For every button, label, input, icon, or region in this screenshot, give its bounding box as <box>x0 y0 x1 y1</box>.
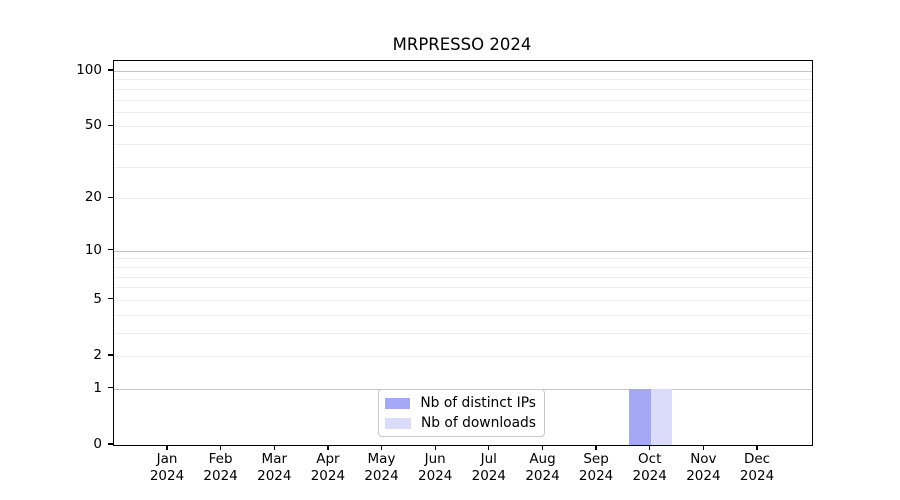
x-tick-mark <box>595 445 597 451</box>
y-gridline-minor <box>114 166 812 168</box>
x-tick-label-aug: Aug 2024 <box>525 451 560 484</box>
x-tick-mark <box>380 445 383 451</box>
y-tick-mark <box>108 196 113 198</box>
x-tick-label-jan: Jan 2024 <box>149 451 185 484</box>
y-tick-label: 20 <box>84 189 102 206</box>
legend-label-downloads: Nb of downloads <box>420 415 536 431</box>
y-gridline-minor <box>114 99 812 101</box>
y-gridline-major <box>114 250 812 252</box>
y-gridline-minor <box>114 332 812 334</box>
x-tick-label-jun: Jun 2024 <box>418 451 453 484</box>
y-gridline-minor <box>114 198 812 200</box>
y-gridline-minor <box>114 276 812 278</box>
bar-nb-of-distinct-ips <box>629 388 651 445</box>
y-tick-mark <box>108 387 113 389</box>
legend-label-distinct-ips: Nb of distinct IPs <box>420 395 536 411</box>
x-tick-mark <box>327 445 329 451</box>
x-tick-label-dec: Dec 2024 <box>739 451 775 484</box>
x-tick-label-apr: Apr 2024 <box>310 451 346 484</box>
x-tick-mark <box>166 445 168 451</box>
y-gridline-minor <box>114 356 812 357</box>
x-tick-label-jul: Jul 2024 <box>471 451 506 484</box>
x-tick-label-sep: Sep 2024 <box>578 451 614 484</box>
x-tick-mark <box>273 445 275 451</box>
legend-item-distinct-ips: Nb of distinct IPs <box>385 395 536 411</box>
y-tick-mark <box>108 69 113 71</box>
y-gridline-minor <box>114 79 812 81</box>
y-gridline-minor <box>114 314 812 316</box>
x-tick-label-nov: Nov 2024 <box>686 451 721 484</box>
x-tick-mark <box>702 445 705 451</box>
legend-item-downloads: Nb of downloads <box>385 415 536 431</box>
y-tick-label: 10 <box>84 241 102 258</box>
x-tick-label-feb: Feb 2024 <box>203 451 238 484</box>
y-gridline-minor <box>114 266 812 268</box>
y-gridline-minor <box>114 126 812 128</box>
y-gridline-minor <box>114 258 812 260</box>
chart-title: MRPRESSO 2024 <box>392 35 532 54</box>
legend-swatch-downloads <box>385 417 411 429</box>
legend-swatch-distinct-ips <box>385 397 411 409</box>
x-tick-label-may: May 2024 <box>364 451 399 484</box>
plot-area <box>113 60 813 446</box>
x-tick-label-oct: Oct 2024 <box>632 451 667 484</box>
y-tick-mark <box>108 298 113 300</box>
y-tick-label: 5 <box>93 290 102 307</box>
y-tick-label: 100 <box>76 62 102 78</box>
legend: Nb of distinct IPs Nb of downloads <box>378 389 545 437</box>
y-gridline-minor <box>114 111 812 113</box>
y-gridline-minor <box>114 144 812 146</box>
y-tick-label: 2 <box>93 347 102 363</box>
x-tick-mark <box>488 445 490 451</box>
y-tick-label: 50 <box>84 117 102 134</box>
x-tick-label-mar: Mar 2024 <box>257 451 292 484</box>
y-tick-mark <box>108 249 113 251</box>
y-tick-label: 1 <box>93 379 102 396</box>
bar-nb-of-downloads <box>650 388 673 445</box>
y-gridline-minor <box>114 299 812 301</box>
y-tick-label: 0 <box>93 436 102 452</box>
y-tick-mark <box>108 443 113 445</box>
x-tick-mark <box>541 445 544 451</box>
x-tick-mark <box>219 445 222 451</box>
x-tick-mark <box>756 445 758 451</box>
x-tick-mark <box>434 445 436 451</box>
y-tick-mark <box>108 124 113 127</box>
y-gridline-major <box>114 71 812 72</box>
y-tick-mark <box>108 354 113 356</box>
y-gridline-minor <box>114 287 812 289</box>
y-gridline-minor <box>114 88 812 90</box>
x-tick-mark <box>649 445 651 451</box>
